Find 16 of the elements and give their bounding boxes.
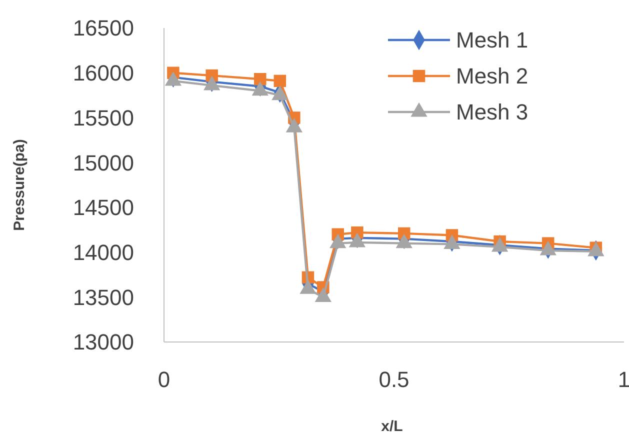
x-axis-title: x/L	[381, 418, 403, 435]
y-tick-label: 14000	[72, 240, 134, 265]
y-tick-label: 16000	[72, 60, 134, 86]
y-tick-label: 15500	[72, 105, 134, 130]
legend-label: Mesh 1	[456, 28, 528, 53]
y-axis-title: Pressure(pa)	[11, 139, 28, 231]
y-tick-label: 16500	[72, 16, 134, 41]
y-tick-label: 15000	[72, 150, 134, 176]
legend-label: Mesh 2	[456, 64, 528, 89]
x-tick-label: 0	[158, 367, 170, 392]
y-tick-label: 13000	[72, 330, 134, 355]
legend-label: Mesh 3	[456, 100, 528, 125]
y-tick-label: 14500	[72, 195, 134, 220]
x-tick-label: 0.5	[378, 367, 410, 392]
y-tick-label: 13500	[72, 284, 134, 310]
x-tick-label: 1	[618, 367, 629, 392]
